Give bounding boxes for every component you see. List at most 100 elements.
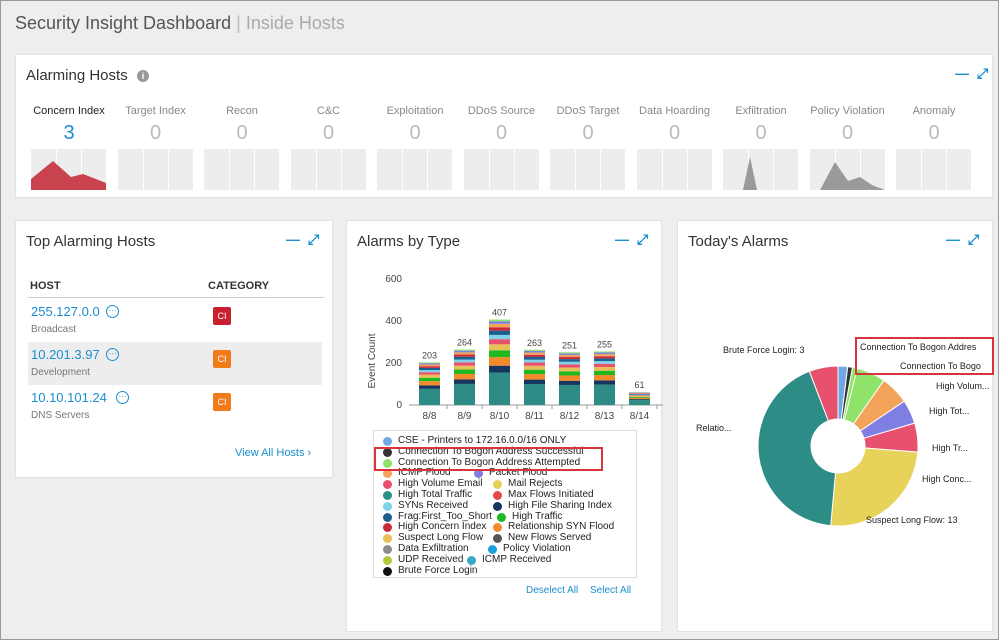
legend-item[interactable]: Brute Force Login <box>398 564 478 576</box>
metric-label[interactable]: Policy Violation <box>810 105 885 117</box>
metric-sparkline[interactable] <box>377 149 452 190</box>
expand-icon[interactable]: ⤢ <box>968 231 980 247</box>
metric-sparkline[interactable] <box>636 149 712 190</box>
minimize-icon[interactable]: — <box>946 231 960 247</box>
metric-sparkline[interactable] <box>463 149 539 190</box>
legend-item[interactable]: Policy Violation <box>503 543 571 554</box>
metric-value[interactable]: 0 <box>495 122 508 144</box>
minimize-icon[interactable]: — <box>286 231 300 247</box>
legend-swatch[interactable] <box>383 545 392 554</box>
metric-sparkline[interactable] <box>204 149 279 190</box>
legend-swatch[interactable] <box>383 437 392 446</box>
metric-value[interactable]: 0 <box>928 122 940 144</box>
info-icon[interactable]: i <box>137 70 149 82</box>
legend-item[interactable]: ICMP Flood <box>398 467 451 479</box>
metric-label[interactable]: Anomaly <box>912 105 956 117</box>
metric-label[interactable]: Data Hoarding <box>639 105 710 117</box>
legend-swatch[interactable] <box>493 534 502 544</box>
metric-value[interactable]: 0 <box>668 122 681 144</box>
legend-swatch[interactable] <box>383 501 392 511</box>
legend-item[interactable]: High Volume Email <box>398 478 483 490</box>
legend-item[interactable]: CSE - Printers to 172.16.0.0/16 ONLY <box>398 435 567 446</box>
legend-swatch[interactable] <box>383 523 392 533</box>
host-ip-link[interactable]: 10.10.101.24 <box>31 390 107 405</box>
metric-sparkline[interactable] <box>550 149 625 190</box>
metric-sparkline[interactable] <box>117 149 193 190</box>
metric-value[interactable]: 0 <box>582 122 594 144</box>
legend-item[interactable]: Connection To Bogon Address Attempted <box>398 456 581 468</box>
legend-swatch[interactable] <box>467 555 476 565</box>
legend-swatch[interactable] <box>493 523 502 533</box>
legend-swatch[interactable] <box>497 512 506 522</box>
legend-item[interactable]: Frag:First_Too_Short <box>398 510 492 522</box>
metric-sparkline[interactable] <box>723 149 798 190</box>
metric-label[interactable]: DDoS Target <box>556 105 620 117</box>
legend-swatch[interactable] <box>383 512 392 522</box>
legend-item[interactable]: SYNs Received <box>398 499 469 511</box>
table-row[interactable]: 10.201.3.97 ··· Development CI <box>28 342 322 385</box>
metric-value[interactable]: 0 <box>409 122 421 144</box>
legend-item[interactable]: High Total Traffic <box>398 489 473 500</box>
deselect-all-link[interactable]: Deselect All <box>526 585 579 596</box>
metric-value[interactable]: 3 <box>63 122 75 144</box>
category-badge[interactable]: CI <box>213 350 231 368</box>
legend-item[interactable]: Data Exfiltration <box>398 543 469 554</box>
legend-item[interactable]: High File Sharing Index <box>508 499 612 511</box>
expand-icon[interactable]: ⤢ <box>637 231 649 247</box>
more-options-icon[interactable]: ··· <box>116 391 129 404</box>
legend-item[interactable]: High Concern Index <box>398 521 487 533</box>
metric-label[interactable]: Exploitation <box>386 105 444 117</box>
legend-item[interactable]: Suspect Long Flow <box>398 532 484 544</box>
metric-sparkline[interactable] <box>290 149 366 190</box>
legend-swatch[interactable] <box>383 555 392 565</box>
metric-value[interactable]: 0 <box>236 122 248 144</box>
metric-label[interactable]: Recon <box>226 105 258 117</box>
legend-item[interactable]: ICMP Received <box>482 553 552 565</box>
view-all-hosts-link[interactable]: View All Hosts › <box>235 447 312 459</box>
legend-swatch[interactable] <box>493 480 502 490</box>
legend-swatch[interactable] <box>383 447 392 457</box>
legend-swatch[interactable] <box>383 458 392 468</box>
legend-swatch[interactable] <box>383 480 392 490</box>
legend-item[interactable]: Mail Rejects <box>508 478 563 490</box>
legend-item[interactable]: Max Flows Initiated <box>508 489 594 500</box>
legend-swatch[interactable] <box>493 491 502 500</box>
legend-swatch[interactable] <box>383 469 392 479</box>
host-ip-link[interactable]: 10.201.3.97 <box>31 347 100 362</box>
expand-icon[interactable]: ⤢ <box>308 231 320 247</box>
metric-label[interactable]: C&C <box>316 105 341 117</box>
table-row[interactable]: 255.127.0.0 ··· Broadcast CI <box>28 299 322 342</box>
legend-item[interactable]: Packet Flood <box>489 467 548 479</box>
host-ip-link[interactable]: 255.127.0.0 <box>31 304 100 319</box>
legend-swatch[interactable] <box>488 545 497 554</box>
metric-sparkline[interactable] <box>31 149 106 190</box>
metric-sparkline[interactable] <box>809 149 885 190</box>
legend-swatch[interactable] <box>383 534 392 544</box>
legend-swatch[interactable] <box>493 501 502 511</box>
metric-sparkline[interactable] <box>896 149 971 190</box>
category-badge[interactable]: CI <box>213 307 231 325</box>
minimize-icon[interactable]: — <box>615 231 629 247</box>
legend-swatch[interactable] <box>383 566 392 576</box>
category-badge[interactable]: CI <box>213 393 231 411</box>
select-all-link[interactable]: Select All <box>590 585 632 596</box>
metric-value[interactable]: 0 <box>841 122 854 144</box>
metric-label[interactable]: Concern Index <box>33 105 105 117</box>
legend-item[interactable]: UDP Received <box>398 553 464 565</box>
table-row[interactable]: 10.10.101.24 ··· DNS Servers CI <box>28 385 322 428</box>
metric-label[interactable]: Exfiltration <box>735 105 787 117</box>
more-options-icon[interactable]: ··· <box>106 348 119 361</box>
metric-value[interactable]: 0 <box>755 122 767 144</box>
legend-item[interactable]: Connection To Bogon Address Successful <box>398 445 584 457</box>
legend-item[interactable]: New Flows Served <box>508 532 592 544</box>
expand-icon[interactable]: ⤢ <box>977 65 989 81</box>
metric-label[interactable]: Target Index <box>125 105 186 117</box>
legend-swatch[interactable] <box>474 469 483 479</box>
metric-value[interactable]: 0 <box>322 122 335 144</box>
legend-swatch[interactable] <box>383 491 392 500</box>
legend-item[interactable]: High Traffic <box>512 510 563 522</box>
metric-label[interactable]: DDoS Source <box>467 105 536 117</box>
metric-value[interactable]: 0 <box>149 122 162 144</box>
legend-item[interactable]: Relationship SYN Flood <box>508 521 615 533</box>
more-options-icon[interactable]: ··· <box>106 305 119 318</box>
